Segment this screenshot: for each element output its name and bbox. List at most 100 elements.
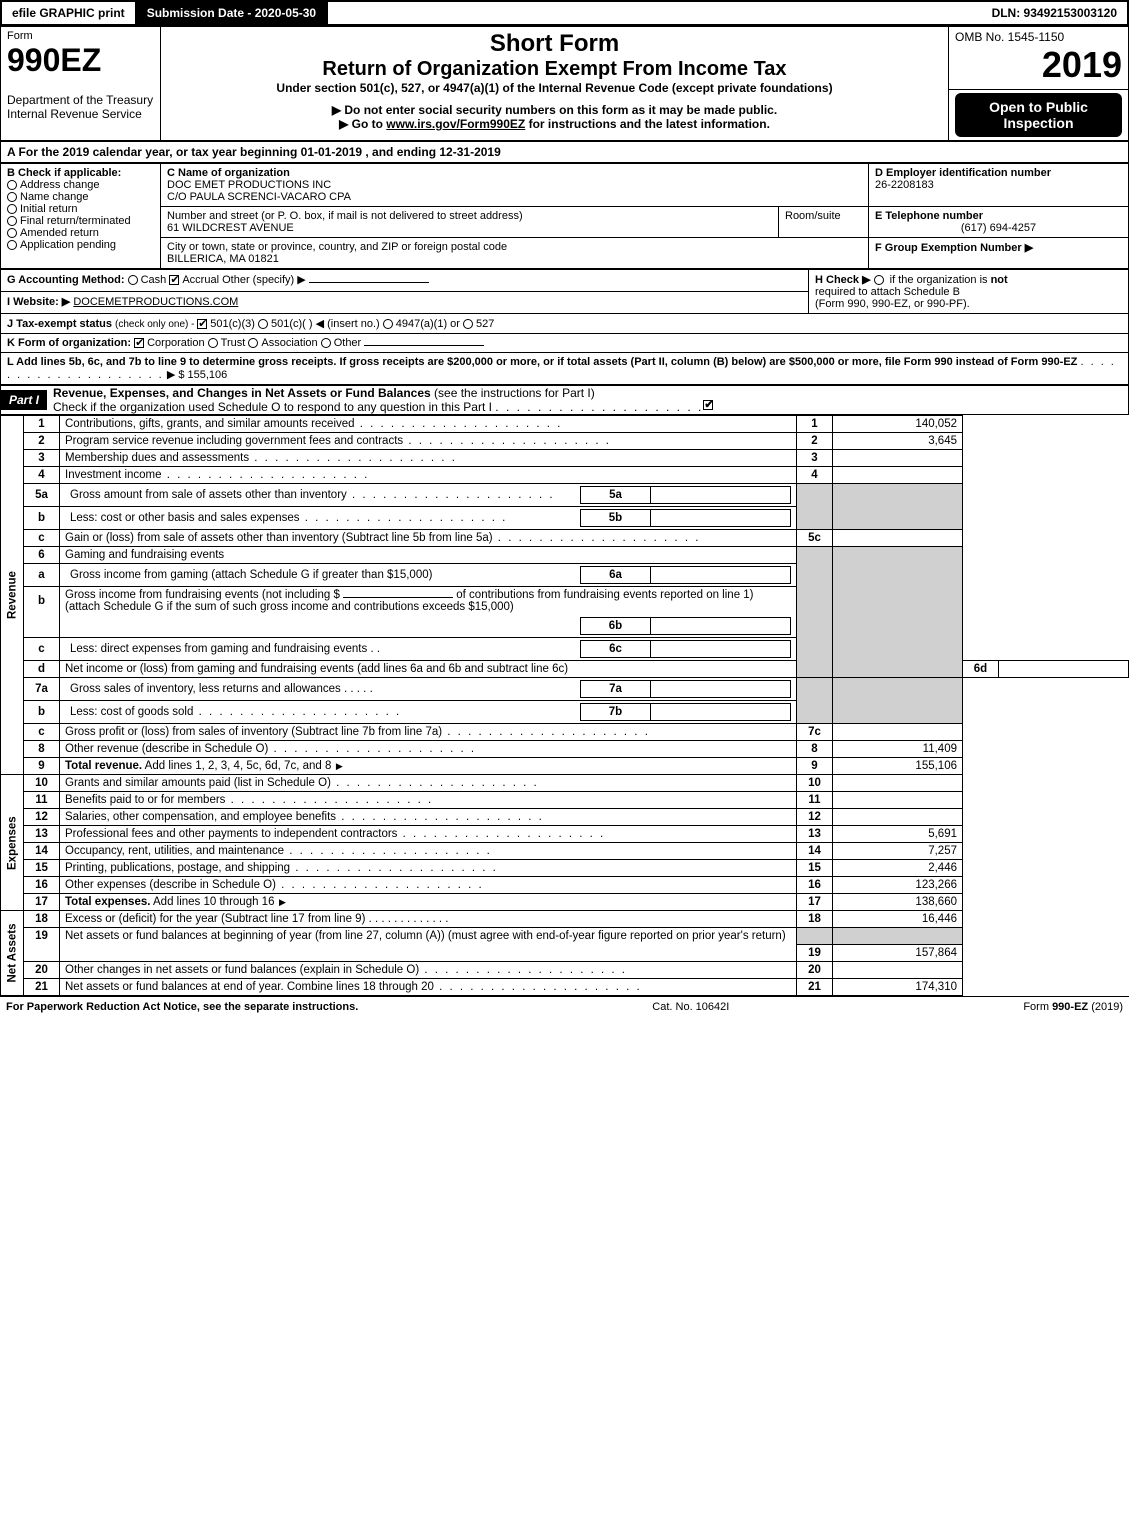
checkbox-final-return[interactable]: Final return/terminated [7,215,154,227]
line-16-desc: Other expenses (describe in Schedule O) [65,879,484,891]
section-c-name-label: C Name of organization [167,167,862,179]
line-6b-desc: Gross income from fundraising events (no… [60,587,797,616]
line-7c-amount [833,724,963,741]
line-5a-amount [651,487,791,504]
irs-link[interactable]: www.irs.gov/Form990EZ [386,117,525,131]
footer-catalog: Cat. No. 10642I [652,1001,729,1013]
checkbox-amended-return[interactable]: Amended return [7,227,154,239]
h-text1: if the organization is [890,274,991,286]
line-5c-amount [833,530,963,547]
notice-link: ▶ Go to www.irs.gov/Form990EZ for instru… [167,117,942,131]
line-2-desc: Program service revenue including govern… [65,435,611,447]
website-link[interactable]: DOCEMETPRODUCTIONS.COM [73,296,238,308]
tax-year: 2019 [955,44,1122,86]
line-13-desc: Professional fees and other payments to … [65,828,605,840]
checkbox-initial-return[interactable]: Initial return [7,203,154,215]
line-7b-amount [651,704,791,721]
section-d-label: D Employer identification number [875,167,1122,179]
line-6a-desc: Gross income from gaming (attach Schedul… [70,569,432,581]
section-h-label: H Check ▶ [815,274,871,286]
line-15-desc: Printing, publications, postage, and shi… [65,862,498,874]
checkbox-address-change[interactable]: Address change [7,179,154,191]
checkbox-corporation[interactable]: Corporation [134,337,204,349]
line-6-desc: Gaming and fundraising events [60,547,797,564]
section-b-label: B Check if applicable: [7,167,154,179]
line-3-desc: Membership dues and assessments [65,452,457,464]
line-6b-amount [651,618,791,635]
checkbox-cash[interactable]: Cash [128,274,167,286]
section-i-label: I Website: ▶ [7,296,70,308]
line-7a-desc: Gross sales of inventory, less returns a… [70,683,341,695]
line-1-amount: 140,052 [833,416,963,433]
part1-header: Part I Revenue, Expenses, and Changes in… [0,385,1129,415]
checkbox-4947[interactable]: 4947(a)(1) or [383,318,460,330]
footer-form-ref: Form 990-EZ (2019) [1023,1001,1123,1013]
org-info-table: B Check if applicable: Address change Na… [0,163,1129,269]
line-12-amount [833,809,963,826]
line-11-amount [833,792,963,809]
checkbox-schedule-b[interactable] [874,275,884,285]
expenses-label: Expenses [1,775,24,911]
line-17-desc: Add lines 10 through 16 [150,896,287,908]
section-k-label: K Form of organization: [7,337,131,349]
line-4-desc: Investment income [65,469,369,481]
checkbox-accrual[interactable]: Accrual [169,274,219,286]
line-10-amount [833,775,963,792]
line-3-amount [833,450,963,467]
page-footer: For Paperwork Reduction Act Notice, see … [0,996,1129,1017]
checkbox-trust[interactable]: Trust [208,337,246,349]
line-6d-amount [999,661,1129,678]
line-21-desc: Net assets or fund balances at end of ye… [65,981,642,993]
top-bar: efile GRAPHIC print Submission Date - 20… [0,0,1129,26]
line-2-amount: 3,645 [833,433,963,450]
efile-print-button[interactable]: efile GRAPHIC print [2,2,137,24]
addr-label: Number and street (or P. O. box, if mail… [167,210,772,222]
line-5b-desc: Less: cost or other basis and sales expe… [70,512,507,524]
line-14-desc: Occupancy, rent, utilities, and maintena… [65,845,492,857]
line-10-desc: Grants and similar amounts paid (list in… [65,777,539,789]
other-specify[interactable]: Other (specify) ▶ [222,274,429,286]
city-value: BILLERICA, MA 01821 [167,253,862,265]
line-6c-amount [651,641,791,658]
line-16-amount: 123,266 [833,877,963,894]
checkbox-association[interactable]: Association [248,337,317,349]
city-label: City or town, state or province, country… [167,241,862,253]
checkbox-schedule-o[interactable] [703,400,713,410]
line-11-desc: Benefits paid to or for members [65,794,433,806]
line-1-desc: Contributions, gifts, grants, and simila… [65,418,562,430]
room-suite-label: Room/suite [779,207,869,238]
checkbox-501c3[interactable]: 501(c)(3) [197,318,255,330]
irs-label: Internal Revenue Service [7,107,154,121]
dept-label: Department of the Treasury [7,93,154,107]
sections-g-l: G Accounting Method: Cash Accrual Other … [0,269,1129,385]
line-17-amount: 138,660 [833,894,963,911]
main-title: Return of Organization Exempt From Incom… [167,58,942,81]
net-assets-label: Net Assets [1,911,24,996]
checkbox-501c[interactable]: 501(c)( ) ◀ (insert no.) [258,318,380,330]
addr-value: 61 WILDCREST AVENUE [167,222,772,234]
h-text2: required to attach Schedule B [815,286,960,298]
line-4-amount [833,467,963,484]
checkbox-527[interactable]: 527 [463,318,494,330]
checkbox-name-change[interactable]: Name change [7,191,154,203]
line-7a-amount [651,681,791,698]
checkbox-other-org[interactable]: Other [321,337,362,349]
section-f-label: F Group Exemption Number ▶ [875,242,1033,254]
short-form-title: Short Form [167,30,942,58]
line-6d-desc: Net income or (loss) from gaming and fun… [60,661,797,678]
line-13-amount: 5,691 [833,826,963,843]
section-l-amount: ▶ $ 155,106 [167,369,227,381]
line-19-desc: Net assets or fund balances at beginning… [60,928,797,945]
line-8-desc: Other revenue (describe in Schedule O) [65,743,476,755]
section-a-tax-year: A For the 2019 calendar year, or tax yea… [0,141,1129,163]
line-7c-desc: Gross profit or (loss) from sales of inv… [65,726,650,738]
line-9-desc: Add lines 1, 2, 3, 4, 5c, 6d, 7c, and 8 [142,760,345,772]
h-text3: (Form 990, 990-EZ, or 990-PF). [815,298,970,310]
section-e-label: E Telephone number [875,210,1122,222]
line-6a-amount [651,567,791,584]
checkbox-application-pending[interactable]: Application pending [7,239,154,251]
line-14-amount: 7,257 [833,843,963,860]
open-inspection-badge: Open to Public Inspection [955,93,1122,137]
section-g-label: G Accounting Method: [7,274,125,286]
submission-date-button[interactable]: Submission Date - 2020-05-30 [137,2,328,24]
